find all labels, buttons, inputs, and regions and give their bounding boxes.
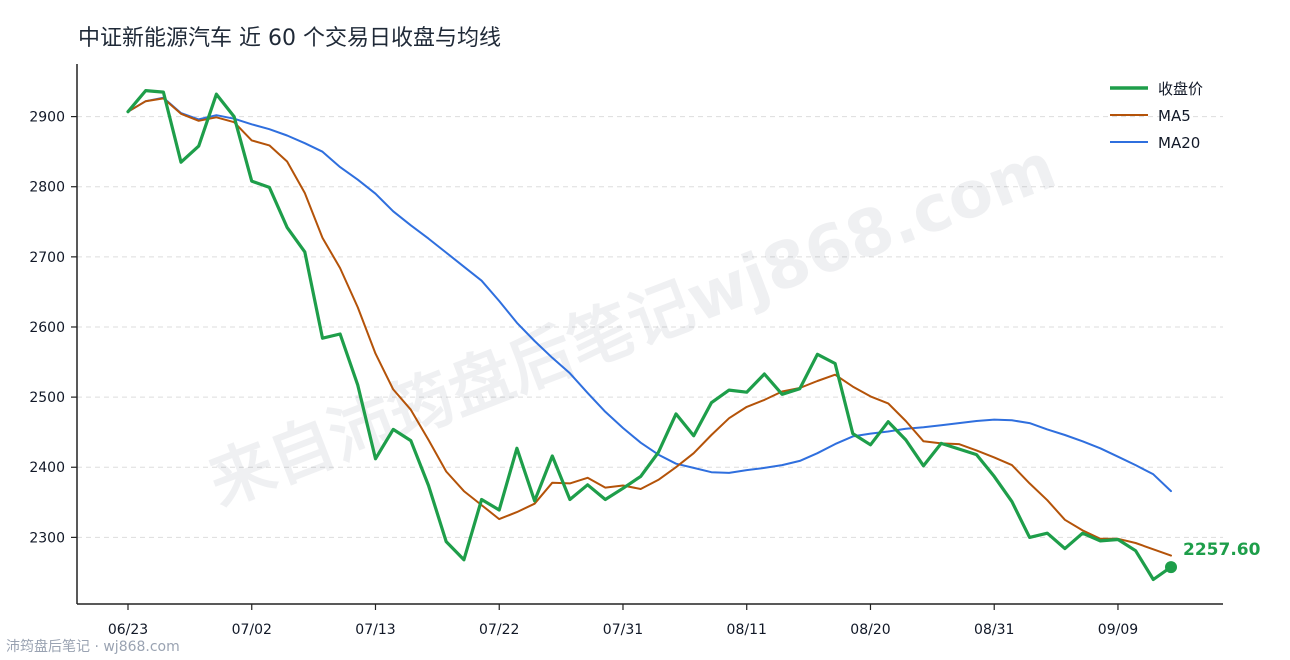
legend-label-ma20: MA20 <box>1158 134 1200 152</box>
legend-label-ma5: MA5 <box>1158 107 1191 125</box>
last-point-marker <box>1165 561 1177 574</box>
x-tick-label: 07/31 <box>603 622 643 638</box>
watermark-text: 来自沛筠盘后笔记wj868.com <box>199 130 1065 521</box>
x-tick-label: 08/31 <box>974 622 1014 638</box>
y-tick-label: 2700 <box>29 250 65 266</box>
y-tick-label: 2800 <box>29 180 65 196</box>
last-value-label: 2257.60 <box>1183 540 1261 560</box>
legend-label-close: 收盘价 <box>1158 80 1203 98</box>
x-tick-label: 06/23 <box>108 622 148 638</box>
x-tick-label: 08/11 <box>727 622 767 638</box>
axes <box>76 64 1223 605</box>
series-line-ma20 <box>127 96 1172 493</box>
y-tick-label: 2900 <box>29 110 65 126</box>
series-line-ma5 <box>127 97 1172 557</box>
y-tick-label: 2500 <box>29 390 65 406</box>
x-tick-label: 09/09 <box>1098 622 1138 638</box>
x-tick-label: 07/22 <box>479 622 519 638</box>
x-tick-label: 07/13 <box>355 622 395 638</box>
tick-labels: 2300 2400 2500 2600 2700 2800 2900 06/23 07/02 07… <box>29 110 1138 638</box>
legend: 收盘价 MA5 MA20 <box>1110 80 1203 152</box>
footer-credit: 沛筠盘后笔记 · wj868.com <box>6 639 180 655</box>
x-tick-label: 08/20 <box>850 622 890 638</box>
series-line-close <box>126 88 1173 582</box>
series-lines <box>126 88 1173 582</box>
chart-title: 中证新能源汽车 近 60 个交易日收盘与均线 <box>78 26 501 51</box>
y-tick-label: 2600 <box>29 320 65 336</box>
y-tick-label: 2300 <box>29 530 65 546</box>
last-value-marker: 2257.60 <box>1165 540 1261 574</box>
y-tick-label: 2400 <box>29 460 65 476</box>
x-tick-label: 07/02 <box>232 622 272 638</box>
